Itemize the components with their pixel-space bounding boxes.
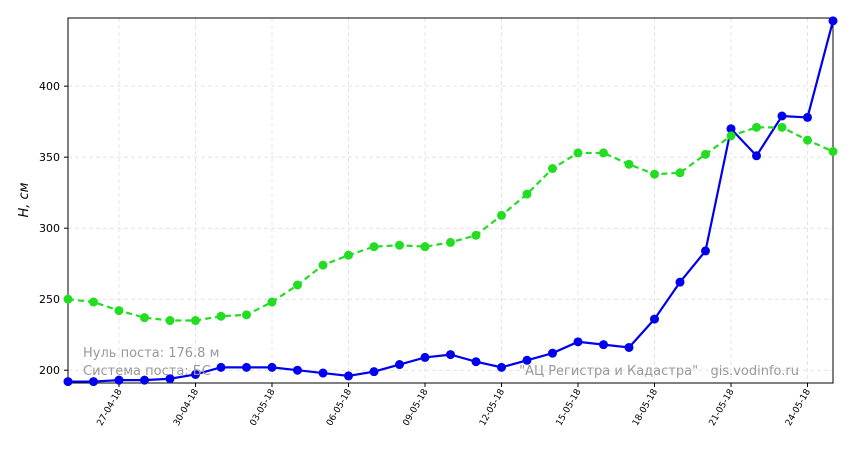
- y-tick-label: 200: [39, 364, 60, 377]
- y-tick-label: 250: [39, 293, 60, 306]
- point: [522, 355, 532, 365]
- point: [63, 377, 73, 387]
- point: [216, 311, 226, 321]
- point: [548, 348, 557, 358]
- point: [803, 112, 812, 122]
- point: [242, 310, 251, 320]
- point: [828, 16, 838, 26]
- point: [395, 240, 404, 250]
- point: [114, 306, 124, 316]
- annotation: Нуль поста: 176.8 м: [83, 346, 219, 361]
- point: [191, 316, 200, 326]
- point: [293, 280, 302, 290]
- x-tick-label: 30-04-18: [172, 387, 201, 428]
- x-tick-label: 24-05-18: [784, 387, 813, 428]
- point: [369, 242, 379, 252]
- point: [344, 371, 353, 381]
- x-tick-label: 03-05-18: [249, 387, 278, 428]
- x-tick-label: 12-05-18: [478, 387, 507, 428]
- point: [599, 148, 608, 158]
- point: [497, 362, 506, 372]
- annotation: "АЦ Регистра и Кадастра" gis.vodinfo.ru: [519, 364, 799, 379]
- x-tick-label: 21-05-18: [708, 387, 737, 428]
- point: [446, 350, 455, 360]
- point: [675, 168, 685, 178]
- point: [548, 164, 557, 174]
- y-tick-label: 350: [39, 151, 60, 164]
- point: [522, 189, 532, 199]
- point: [624, 159, 634, 169]
- point: [114, 375, 124, 385]
- point: [497, 210, 506, 220]
- point: [828, 147, 838, 157]
- point: [726, 131, 736, 141]
- point: [191, 369, 200, 379]
- point: [89, 297, 98, 307]
- x-tick-label: 27-04-18: [96, 387, 125, 428]
- y-tick-label: 300: [39, 222, 60, 235]
- point: [216, 362, 226, 372]
- point: [420, 352, 430, 362]
- point: [344, 250, 353, 260]
- y-tick-label: 400: [39, 80, 60, 93]
- point: [89, 377, 98, 387]
- point: [165, 316, 175, 326]
- x-tick-label: 09-05-18: [402, 387, 431, 428]
- point: [701, 149, 710, 159]
- point: [395, 360, 404, 370]
- series-line: [68, 20, 835, 383]
- annotation: Система поста: БС: [83, 364, 211, 379]
- point: [701, 246, 710, 256]
- point: [675, 277, 685, 287]
- point: [777, 122, 787, 132]
- point: [573, 148, 583, 158]
- point: [599, 340, 608, 350]
- series-line: [67, 126, 834, 322]
- point: [624, 342, 634, 352]
- plot-frame: [67, 17, 834, 384]
- point: [803, 135, 812, 145]
- point: [140, 313, 149, 323]
- x-tick-label: 06-05-18: [325, 387, 354, 428]
- point: [63, 294, 73, 304]
- point: [140, 375, 149, 385]
- point: [471, 357, 481, 367]
- point: [293, 365, 302, 375]
- point: [267, 297, 277, 307]
- point: [165, 374, 175, 384]
- point: [752, 122, 761, 132]
- point: [369, 367, 379, 377]
- point: [777, 111, 787, 121]
- y-axis-label: H, см: [17, 182, 32, 217]
- point: [446, 237, 455, 247]
- point: [242, 362, 251, 372]
- point: [267, 362, 277, 372]
- point: [318, 260, 328, 270]
- point: [573, 337, 583, 347]
- x-tick-label: 15-05-18: [555, 387, 584, 428]
- point: [650, 314, 659, 324]
- point: [650, 169, 659, 179]
- point: [726, 124, 736, 134]
- point: [752, 151, 761, 161]
- point: [318, 368, 328, 378]
- x-tick-label: 18-05-18: [631, 387, 660, 428]
- point: [420, 242, 430, 252]
- point: [471, 230, 481, 240]
